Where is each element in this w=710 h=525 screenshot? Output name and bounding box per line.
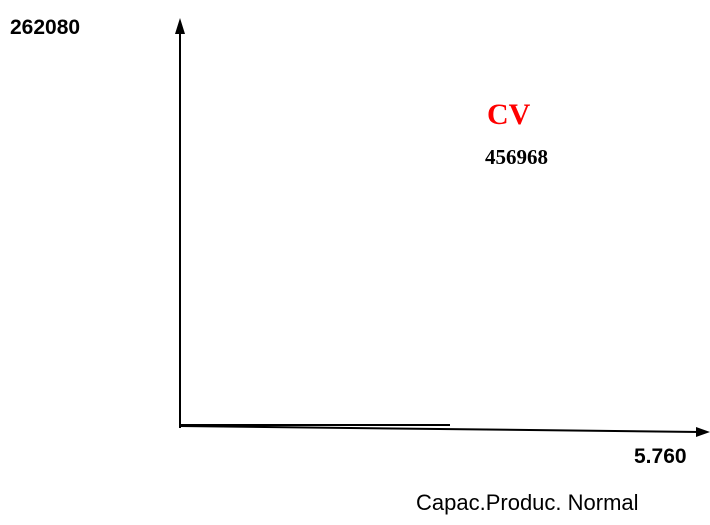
x-axis-title: Capac.Produc. Normal [416, 490, 639, 515]
annotation-title: CV [487, 98, 531, 131]
annotation-value: 456968 [485, 145, 548, 169]
x-axis-arrow [696, 427, 710, 437]
x-axis [178, 425, 701, 433]
y-axis-arrow [175, 18, 185, 34]
y-axis-label: 262080 [10, 16, 80, 39]
x-axis-label: 5.760 [634, 445, 687, 468]
